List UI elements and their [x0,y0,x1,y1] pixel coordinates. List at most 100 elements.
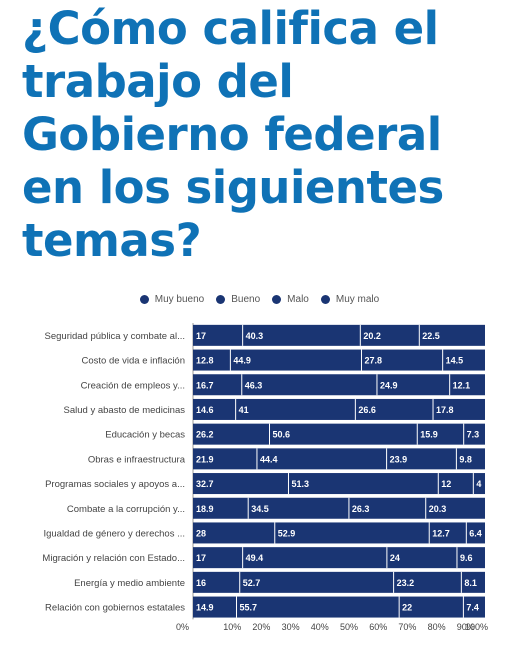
data-label: 17 [196,553,206,563]
data-label: 41 [239,405,249,415]
x-tick-label: 10% [223,622,241,632]
category-label: Combate a la corrupción y... [67,504,185,515]
data-label: 7.3 [467,430,480,440]
title-line-5: temas? [22,214,202,267]
data-label: 52.9 [278,528,296,538]
data-label: 51.3 [291,479,309,489]
bar-segment [433,398,485,420]
bar-segment [236,596,400,618]
data-label: 40.3 [246,331,264,341]
x-tick-label: 70% [398,622,416,632]
bar-segment [193,324,243,346]
data-label: 22.5 [422,331,440,341]
bar-segment [193,423,270,445]
data-label: 9.8 [459,454,472,464]
title-line-4: en los siguientes [22,161,444,214]
legend-label: Malo [287,293,309,305]
data-label: 18.9 [196,504,214,514]
bar-segment [193,448,257,470]
chart-legend: Muy bueno Bueno Malo Muy malo [0,291,511,307]
data-label: 12.7 [432,528,450,538]
data-label: 22 [402,603,412,613]
data-label: 21.9 [196,454,214,464]
legend-item-muy-malo[interactable]: Muy malo [320,293,380,305]
bar-segment [386,448,457,470]
bar-segment [393,571,462,593]
data-label: 6.4 [469,528,482,538]
bar-segment [386,547,457,569]
bar-segment [417,423,464,445]
bar-segment [242,324,361,346]
data-label: 52.7 [243,578,261,588]
legend-item-muy-bueno[interactable]: Muy bueno [139,294,204,305]
category-label: Igualdad de género y derechos ... [43,528,185,539]
legend-item-bueno[interactable]: Bueno [216,294,260,305]
bar-segment [193,398,236,420]
bar-segment [429,522,467,544]
bar-segment [456,547,485,569]
data-label: 55.7 [240,603,258,613]
bar-segment [442,349,485,371]
data-label: 14.6 [196,405,214,415]
bar-segment [361,349,443,371]
data-label: 20.2 [363,331,381,341]
legend-dot-icon [216,294,226,304]
x-tick-label: 90% [457,622,475,632]
data-label: 12.1 [453,380,471,390]
bar-segment [399,596,464,618]
data-label: 17.8 [436,405,454,415]
x-tick-label: 30% [282,622,300,632]
bar-segment [419,324,485,346]
data-label: 44.4 [260,454,278,464]
bar-segment [463,596,485,618]
data-label: 16 [196,578,206,588]
x-tick-label: 20% [252,622,270,632]
legend-item-malo[interactable]: Malo [272,294,309,305]
bar-segment [193,473,289,495]
bar-segment [456,448,485,470]
data-label: 24.9 [380,380,398,390]
data-label: 23.2 [397,578,415,588]
bar-segment [256,448,387,470]
data-label: 28 [196,528,206,538]
data-label: 14.9 [196,603,214,613]
data-label: 8.1 [464,578,477,588]
bar-segment [193,522,275,544]
title-line-2: trabajo del [22,55,294,108]
data-label: 23.9 [390,454,408,464]
data-label: 50.6 [273,430,291,440]
x-tick-label: 0% [176,622,189,632]
bar-segment [193,374,242,396]
bar-segment [355,398,434,420]
title-line-3: Gobierno federal [22,108,442,161]
legend-label: Muy malo [335,293,380,305]
category-label: Migración y relación con Estado... [42,553,185,564]
legend-dot-icon [272,294,282,304]
bar-segment [241,374,377,396]
bar-segment [193,497,249,519]
data-label: 12 [441,479,451,489]
bar-segment [438,473,474,495]
category-label: Programas sociales y apoyos a... [45,479,185,490]
bar-segment [461,571,485,593]
data-label: 14.5 [446,356,464,366]
data-label: 12.8 [196,356,214,366]
x-tick-label: 50% [340,622,358,632]
data-label: 26.3 [352,504,370,514]
data-label: 17 [196,331,206,341]
bar-segment [248,497,349,519]
data-label: 16.7 [196,380,214,390]
page-title: ¿Cómo califica el trabajo del Gobierno f… [22,2,502,267]
data-label: 24 [390,553,400,563]
bar-segment [425,497,485,519]
data-label: 27.8 [364,356,382,366]
bar-segment [466,522,485,544]
category-label: Seguridad pública y combate al... [45,331,185,342]
data-label: 9.6 [460,553,473,563]
category-label: Obras e infraestructura [88,454,186,465]
data-label: 15.9 [420,430,438,440]
bar-segment [449,374,485,396]
bar-segment [242,547,387,569]
legend-label: Bueno [231,293,261,305]
